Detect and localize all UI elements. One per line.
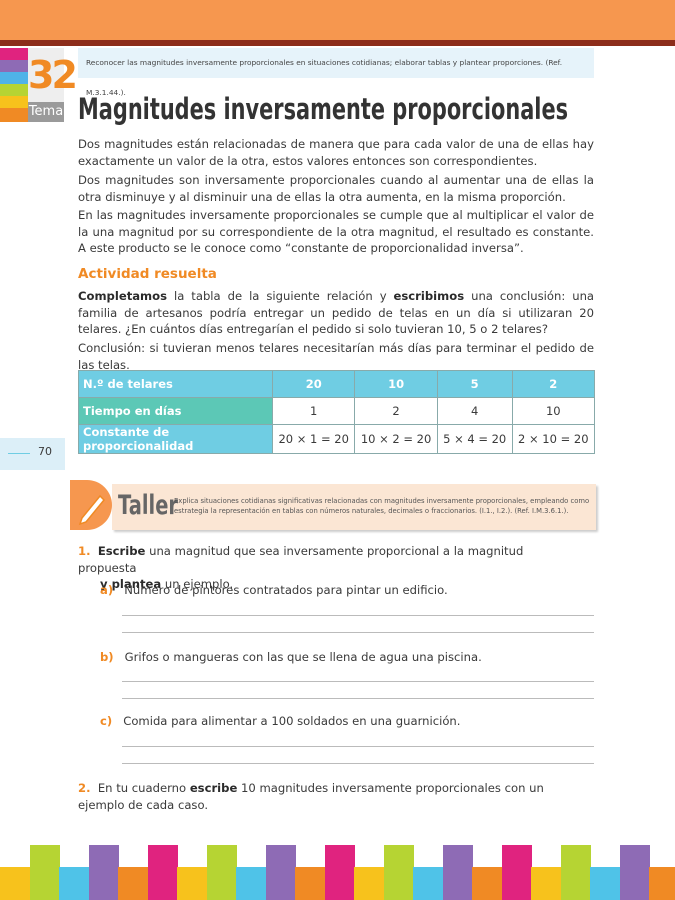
footer-bar <box>265 845 296 900</box>
item-text: Grifos o mangueras con las que se llena … <box>124 650 482 664</box>
item-letter: b) <box>100 650 114 664</box>
bold: Completamos <box>78 289 168 303</box>
cell: 2 <box>511 370 596 398</box>
footer-bar <box>295 867 325 900</box>
top-rule <box>0 40 675 46</box>
bold: escribe <box>189 781 238 795</box>
cell: 10 × 2 = 20 <box>354 424 438 454</box>
item: c) Comida para alimentar a 100 soldados … <box>100 713 460 730</box>
answer-line <box>122 698 594 699</box>
footer-bar <box>619 845 650 900</box>
exercise: 1. Escribe una magnitud que sea inversam… <box>78 543 578 593</box>
footer-bar <box>560 845 591 900</box>
conclusion: Conclusión: si tuvieran menos telares ne… <box>78 341 594 372</box>
footer-bar <box>590 867 620 900</box>
theme-label: Tema <box>28 102 64 122</box>
footer-bars <box>0 845 675 900</box>
text: En tu cuaderno <box>97 781 187 795</box>
taller-icon <box>70 480 112 530</box>
exercise-number: 2. <box>78 781 91 795</box>
footer-bar <box>354 867 384 900</box>
cell: Constante de proporcionalidad <box>78 424 273 454</box>
objective: Reconocer las magnitudes inversamente pr… <box>78 48 594 97</box>
top-banner <box>0 0 675 40</box>
cell: 1 <box>271 397 356 425</box>
page-tab-line <box>8 453 30 454</box>
footer-bar <box>147 845 178 900</box>
footer-bar <box>236 867 266 900</box>
footer-bar <box>442 845 473 900</box>
footer-bar <box>383 845 414 900</box>
strip <box>0 60 28 72</box>
text: un ejemplo. <box>164 577 234 591</box>
bold: Escribe <box>97 544 146 558</box>
text: la tabla de la siguiente relación y <box>174 289 387 303</box>
bold: y plantea <box>100 577 162 591</box>
cell: 5 × 4 = 20 <box>436 424 513 454</box>
text: una magnitud que sea inversamente propor… <box>78 544 524 575</box>
title: Magnitudes inversamente proporcionales <box>78 92 569 126</box>
text: 10 magnitudes inversamente proporcionale… <box>78 781 544 812</box>
cell: N.º de telares <box>78 370 273 398</box>
item: b) Grifos o mangueras con las que se lle… <box>100 649 482 666</box>
cell: 2 × 10 = 20 <box>511 424 596 454</box>
strip <box>0 48 28 60</box>
paragraph: Dos magnitudes son inversamente proporci… <box>78 173 594 204</box>
activity-statement: Completamos la tabla de la siguiente rel… <box>78 288 594 338</box>
cell: 20 <box>271 370 356 398</box>
cell: Tiempo en días <box>78 397 273 425</box>
footer-bar <box>29 845 60 900</box>
footer-bar <box>324 845 355 900</box>
bold: escribimos <box>393 289 465 303</box>
theme-number: 32 <box>28 48 78 102</box>
answer-line <box>122 763 594 764</box>
taller-text: Explica situaciones cotidianas significa… <box>174 497 590 515</box>
footer-bar <box>88 845 119 900</box>
pencil <box>78 494 106 526</box>
strip <box>0 72 28 84</box>
item-letter: a) <box>100 583 114 597</box>
cell: 2 <box>354 397 438 425</box>
taller-label: Taller <box>118 490 178 521</box>
footer-bar <box>531 867 561 900</box>
footer-bar <box>0 867 30 900</box>
activity-heading: Actividad resuelta <box>78 266 217 282</box>
footer-bar <box>177 867 207 900</box>
page-number: 70 <box>38 445 52 458</box>
strip <box>0 84 28 96</box>
cell: 20 × 1 = 20 <box>271 424 356 454</box>
item-text: Comida para alimentar a 100 soldados en … <box>123 714 461 728</box>
taller-box <box>112 484 596 530</box>
text: una conclusión: una familia de artesanos… <box>78 289 595 336</box>
strip <box>0 108 28 122</box>
strip <box>0 96 28 108</box>
answer-line <box>122 746 594 747</box>
footer-bar <box>118 867 148 900</box>
answer-line <box>122 681 594 682</box>
cell: 5 <box>436 370 513 398</box>
footer-bar <box>472 867 502 900</box>
paragraph: Dos magnitudes están relacionadas de man… <box>78 137 594 168</box>
footer-bar <box>501 845 532 900</box>
footer-bar <box>59 867 89 900</box>
footer-bar <box>206 845 237 900</box>
item-text: Número de pintores contratados para pint… <box>124 583 448 597</box>
cell: 10 <box>354 370 438 398</box>
exercise: 2. En tu cuaderno escribe 10 magnitudes … <box>78 780 578 813</box>
paragraph: En las magnitudes inversamente proporcio… <box>78 208 594 255</box>
answer-line <box>122 632 594 633</box>
item: a) Número de pintores contratados para p… <box>100 582 448 599</box>
exercise-number: 1. <box>78 544 91 558</box>
cell: 10 <box>511 397 596 425</box>
page-tab <box>0 438 65 470</box>
item-letter: c) <box>100 714 113 728</box>
table: N.º de telares 20 10 5 2 Tiempo en días 1 2 4 10… <box>78 370 596 454</box>
footer-bar <box>413 867 443 900</box>
answer-line <box>122 615 594 616</box>
footer-bar <box>649 867 675 900</box>
cell: 4 <box>436 397 513 425</box>
